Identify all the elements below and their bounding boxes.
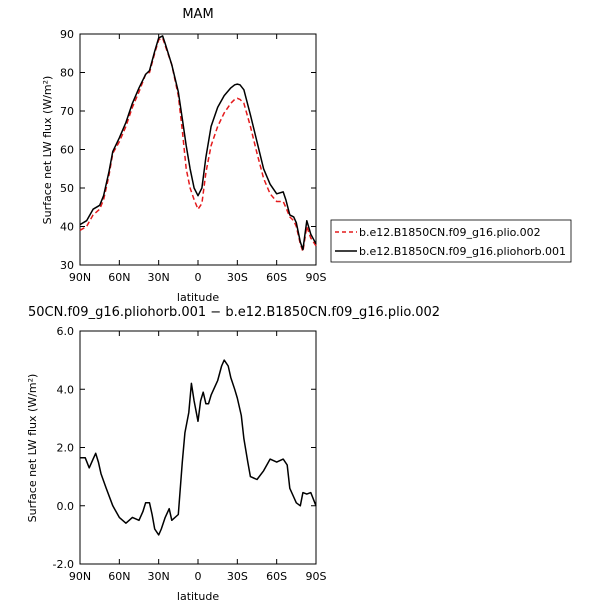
top-x-tick-label: 30S bbox=[227, 271, 248, 284]
bottom-x-tick-label: 30S bbox=[227, 570, 248, 583]
top-x-tick-label: 90S bbox=[306, 271, 327, 284]
bottom-plot-frame bbox=[79, 330, 317, 565]
legend: b.e12.B1850CN.f09_g16.plio.002 b.e12.B18… bbox=[330, 219, 572, 263]
top-y-tick-label: 60 bbox=[60, 144, 74, 157]
bottom-y-tick-label: -2.0 bbox=[53, 558, 74, 571]
top-y-tick-label: 40 bbox=[60, 221, 74, 234]
bottom-y-axis: -2.0 0.0 2.0 4.0 6.0 bbox=[53, 325, 316, 571]
bottom-x-tick-label: 30N bbox=[148, 570, 170, 583]
top-y-tick-label: 30 bbox=[60, 259, 74, 272]
bottom-y-tick-label: 6.0 bbox=[57, 325, 75, 338]
bottom-y-tick-label: 2.0 bbox=[57, 442, 75, 455]
bottom-x-tick-label: 90S bbox=[306, 570, 327, 583]
bottom-series-line-0 bbox=[80, 359, 317, 536]
bottom-x-tick-label: 0 bbox=[195, 570, 202, 583]
top-y-tick-label: 50 bbox=[60, 182, 74, 195]
top-series-line-1 bbox=[79, 35, 317, 251]
top-x-tick-label: 90N bbox=[69, 271, 91, 284]
legend-frame bbox=[330, 219, 572, 263]
bottom-x-axis: 90N 60N 30N 0 30S 60S 90S bbox=[69, 331, 327, 583]
top-x-tick-label: 0 bbox=[195, 271, 202, 284]
bottom-y-tick-label: 0.0 bbox=[57, 500, 75, 513]
bottom-x-tick-label: 90N bbox=[69, 570, 91, 583]
top-y-tick-label: 70 bbox=[60, 105, 74, 118]
top-x-axis-label: latitude bbox=[177, 291, 219, 304]
top-y-axis-label: Surface net LW flux (W/m²) bbox=[41, 76, 54, 225]
bottom-x-tick-label: 60S bbox=[266, 570, 287, 583]
bottom-x-axis-label: latitude bbox=[177, 590, 219, 603]
bottom-chart-title: 50CN.f09_g16.pliohorb.001 − b.e12.B1850C… bbox=[28, 305, 440, 320]
top-x-axis: 90N 60N 30N 0 30S 60S 90S bbox=[69, 34, 327, 284]
bottom-series-group bbox=[80, 359, 317, 536]
top-series-group bbox=[79, 35, 317, 253]
top-x-tick-label: 60N bbox=[108, 271, 130, 284]
legend-label-plio: b.e12.B1850CN.f09_g16.plio.002 bbox=[359, 226, 541, 239]
top-panel: MAM 90N 60N 30N 0 30S 60S 90S 30 40 50 60 70 80 90 l… bbox=[41, 7, 327, 304]
bottom-panel: 50CN.f09_g16.pliohorb.001 − b.e12.B1850C… bbox=[26, 305, 440, 603]
bottom-y-axis-label: Surface net LW flux (W/m²) bbox=[26, 374, 39, 523]
legend-label-pliohorb: b.e12.B1850CN.f09_g16.pliohorb.001 bbox=[359, 245, 566, 258]
top-x-tick-label: 60S bbox=[266, 271, 287, 284]
top-chart-title: MAM bbox=[182, 7, 213, 22]
top-y-tick-label: 80 bbox=[60, 67, 74, 80]
top-y-tick-label: 90 bbox=[60, 28, 74, 41]
top-x-tick-label: 30N bbox=[148, 271, 170, 284]
top-y-axis: 30 40 50 60 70 80 90 bbox=[60, 28, 316, 272]
bottom-y-tick-label: 4.0 bbox=[57, 383, 75, 396]
bottom-x-tick-label: 60N bbox=[108, 570, 130, 583]
